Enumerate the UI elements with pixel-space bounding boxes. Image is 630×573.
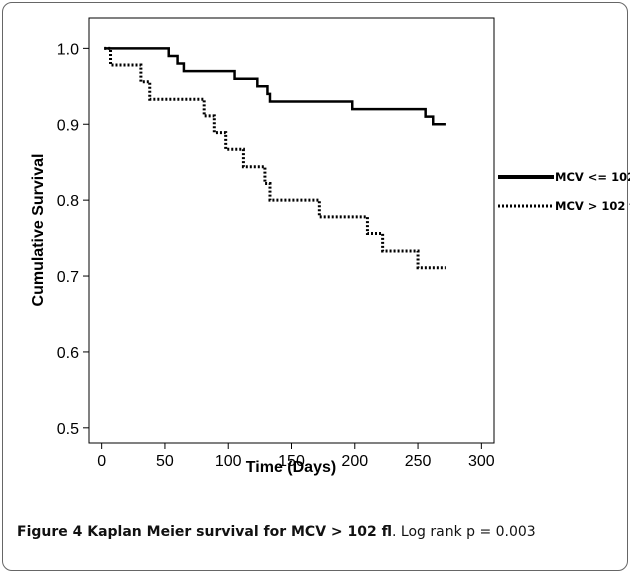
x-tick-label: 300 [468,453,495,470]
y-tick-label: 1.0 [57,41,79,58]
y-tick-label: 0.7 [57,269,79,286]
figure-caption: Figure 4 Kaplan Meier survival for MCV >… [17,521,617,543]
survival-curve-2 [104,46,446,270]
x-tick-label: 100 [215,453,242,470]
survival-curve-1 [104,47,446,126]
y-tick-label: 0.6 [57,345,79,362]
caption-text: . Log rank p = 0.003 [392,524,536,540]
x-tick-label: 200 [341,453,368,470]
legend-label-1: MCV <= 102 fl [555,170,630,184]
y-tick-label: 0.5 [57,421,79,438]
x-tick-label: 0 [97,453,106,470]
caption-label: Figure 4 Kaplan Meier survival for MCV >… [17,524,392,540]
x-tick-label: 50 [156,453,174,470]
plot-area [88,17,495,444]
y-tick-label: 0.8 [57,193,79,210]
y-axis-label: Cumulative Survival [30,154,47,307]
legend-label-2: MCV > 102 fl [555,199,630,213]
x-axis-label: Time (Days) [246,459,336,476]
y-tick-label: 0.9 [57,117,79,134]
x-tick-label: 150 [278,453,305,470]
x-tick-label: 250 [405,453,432,470]
